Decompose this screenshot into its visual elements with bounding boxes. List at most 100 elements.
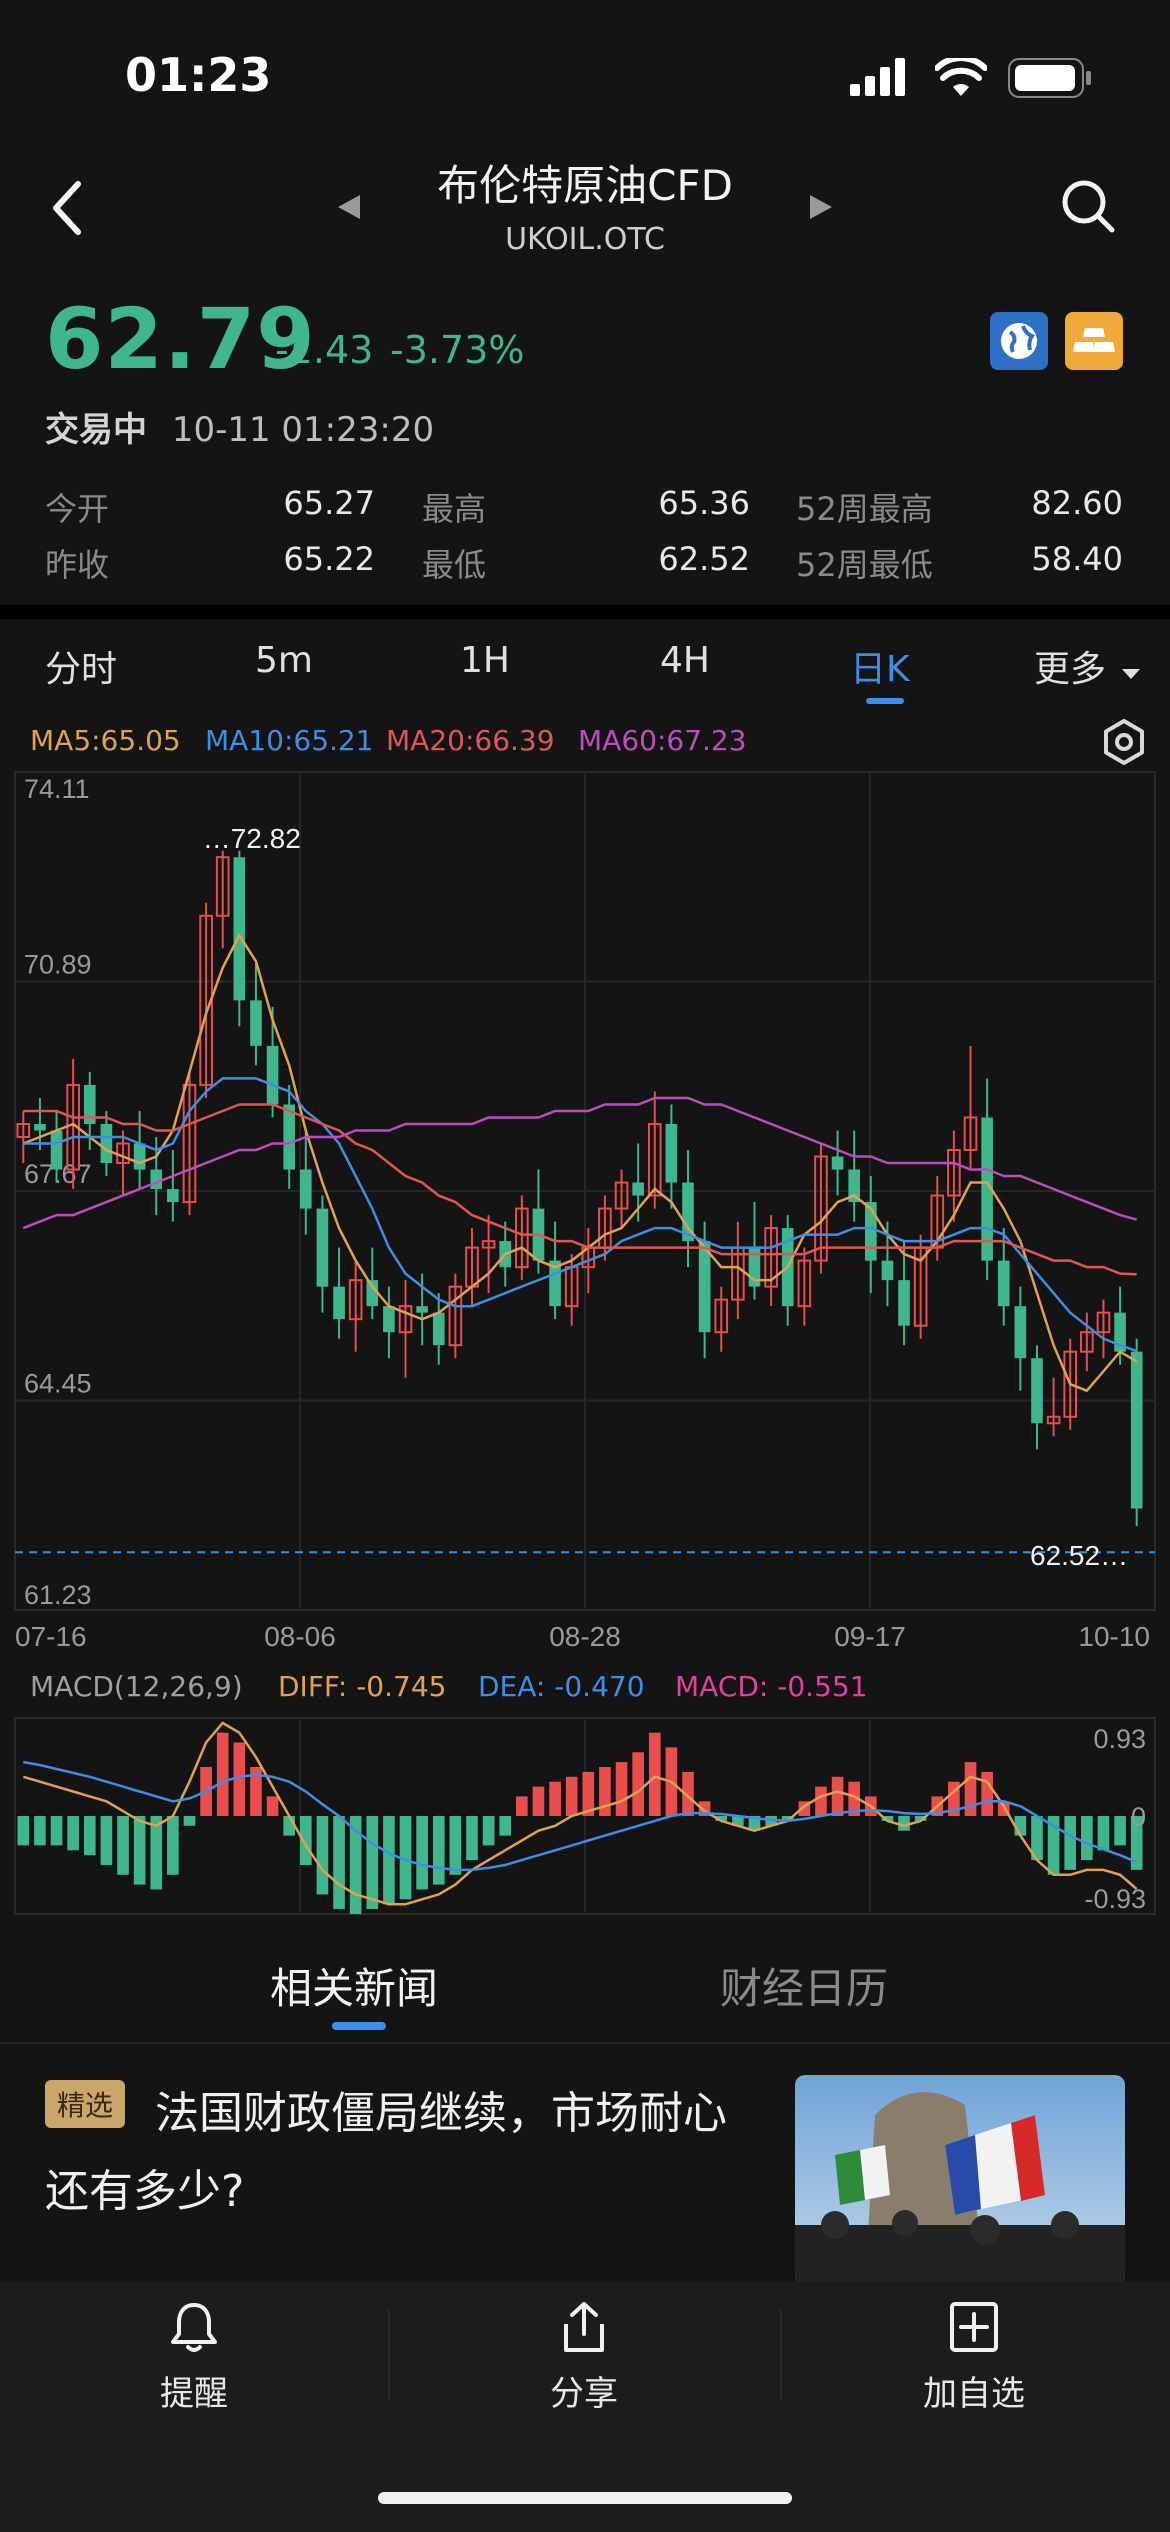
macd-bar (17, 1816, 30, 1846)
candle-body (997, 1260, 1010, 1307)
candle-body (682, 1182, 694, 1242)
macd-legend-macd: MACD: -0.551 (675, 1670, 868, 1703)
macd-bar (399, 1816, 412, 1900)
candle-body (665, 1123, 678, 1183)
candle-body (748, 1247, 761, 1287)
globe-icon[interactable] (990, 312, 1048, 370)
macd-bar (383, 1816, 395, 1905)
add-square-icon (950, 2302, 998, 2352)
macd-bar (50, 1816, 63, 1846)
tab-intraday[interactable]: 分时 (45, 649, 118, 690)
candle-body (1114, 1312, 1126, 1352)
macd-bar (100, 1816, 113, 1865)
stat-label-open: 今开 (45, 490, 110, 528)
clock: 01:23 (125, 48, 272, 102)
share-button[interactable]: 分享 (494, 2300, 674, 2415)
candle-body (16, 1122, 31, 1138)
macd-bar (582, 1771, 595, 1816)
macd-bar (167, 1816, 179, 1875)
stat-value-52w-high: 82.60 (1031, 484, 1123, 522)
search-icon[interactable] (1060, 178, 1116, 234)
news-image (795, 2075, 1125, 2285)
macd-bar (183, 1816, 196, 1826)
candle-body (299, 1169, 312, 1209)
candle-body (215, 856, 230, 917)
candle-body (764, 1227, 778, 1288)
macd-bar (516, 1796, 528, 1816)
last-price: 62.79 (45, 290, 316, 388)
macd-bar (898, 1816, 910, 1831)
x-tick-label: 08-06 (264, 1621, 336, 1652)
y-tick-label: 74.11 (24, 774, 90, 804)
candle-body (316, 1208, 329, 1287)
macd-bar (1047, 1816, 1060, 1875)
candle-body (348, 1279, 363, 1321)
wifi-icon (935, 58, 987, 96)
stat-label-high: 最高 (422, 490, 487, 528)
stat-value-prev-close: 65.22 (283, 540, 375, 578)
macd-bar (67, 1816, 79, 1851)
stat-label-low: 最低 (422, 546, 487, 584)
news-headline[interactable]: 法国财政僵局继续，市场耐心还有多少? (45, 2088, 727, 2217)
candle-body (1130, 1351, 1143, 1509)
macd-bar (233, 1742, 246, 1816)
candle-body (797, 1259, 812, 1308)
tab-financial-calendar[interactable]: 财经日历 (720, 1964, 889, 2013)
macd-bar (1031, 1816, 1043, 1861)
macd-bar (532, 1786, 545, 1816)
gold-bars-icon[interactable] (1065, 312, 1123, 370)
alert-button[interactable]: 提醒 (104, 2300, 284, 2415)
candle-body (1014, 1306, 1027, 1359)
candle-body (448, 1285, 463, 1347)
add-watchlist-label: 加自选 (923, 2374, 1025, 2414)
macd-bar (299, 1816, 312, 1865)
tab-1h[interactable]: 1H (460, 640, 510, 681)
news-tab-indicator (332, 2022, 386, 2030)
x-tick-label: 09-17 (834, 1621, 906, 1652)
caret-down-icon (1122, 669, 1141, 679)
macd-bar (682, 1771, 694, 1816)
y-tick-label: 70.89 (24, 950, 92, 980)
back-icon[interactable] (50, 180, 86, 236)
macd-bar (1081, 1816, 1093, 1861)
price-change-percent: -3.73% (390, 328, 525, 372)
macd-legend-name: MACD(12,26,9) (30, 1670, 243, 1703)
tab-related-news[interactable]: 相关新闻 (270, 1964, 439, 2013)
section-divider (0, 605, 1170, 619)
tab-4h[interactable]: 4H (660, 640, 710, 681)
ma20-line (23, 1103, 1137, 1276)
candle-body (182, 1083, 197, 1204)
tab-5m[interactable]: 5m (255, 640, 313, 681)
stat-value-52w-low: 58.40 (1031, 540, 1123, 578)
macd-chart[interactable]: 0.93 0 -0.93 (0, 1710, 1170, 1922)
stat-value-high: 65.36 (658, 484, 750, 522)
ma60-line (22, 1096, 1138, 1230)
status-bar: 01:23 (0, 0, 1170, 140)
tab-daily-k[interactable]: 日K (850, 649, 910, 690)
share-label: 分享 (550, 2374, 618, 2414)
battery-icon (1008, 58, 1091, 98)
macd-bar (150, 1816, 163, 1890)
macd-bar (798, 1801, 811, 1816)
candle-body (366, 1280, 379, 1307)
candle-body (714, 1298, 729, 1334)
high-annotation: …72.82 (203, 823, 301, 854)
macd-bar (432, 1816, 445, 1885)
chart-settings-icon[interactable] (1100, 718, 1148, 766)
next-instrument-icon[interactable] (808, 194, 834, 220)
stat-value-open: 65.27 (283, 484, 375, 522)
macd-bar (732, 1816, 744, 1826)
active-tab-indicator (866, 698, 904, 704)
candle-body (50, 1130, 63, 1170)
candle-body (1063, 1350, 1078, 1418)
tab-more[interactable]: 更多 (1034, 640, 1141, 692)
toolbar-divider (780, 2310, 782, 2400)
candle-body (383, 1306, 395, 1333)
macd-bar (316, 1816, 329, 1895)
news-thumbnail[interactable] (795, 2075, 1125, 2285)
candle-body (266, 1045, 279, 1105)
candlestick-chart[interactable]: 74.1170.8967.6764.4561.23…72.8262.52…07-… (0, 762, 1170, 1662)
stat-value-low: 62.52 (658, 540, 750, 578)
prev-instrument-icon[interactable] (336, 194, 362, 220)
add-watchlist-button[interactable]: 加自选 (884, 2300, 1064, 2415)
